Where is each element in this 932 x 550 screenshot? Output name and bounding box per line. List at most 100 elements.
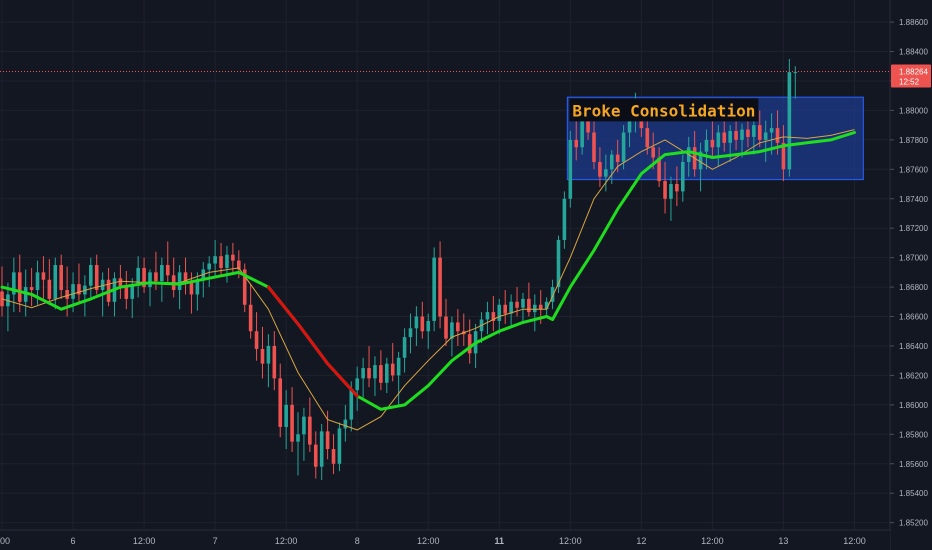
candle — [361, 357, 365, 398]
price-tick-label: 1.87000 — [899, 254, 928, 263]
candle-body — [592, 132, 596, 162]
candle-body — [414, 316, 419, 329]
candle-body — [722, 132, 727, 143]
candle-body — [609, 154, 614, 170]
price-axis-background — [890, 0, 932, 550]
candle — [195, 272, 200, 311]
candle-body — [94, 265, 99, 291]
candle — [124, 270, 129, 310]
candle — [781, 125, 786, 182]
candle-body — [337, 428, 342, 464]
candle-body — [438, 257, 442, 317]
candle-body — [165, 265, 170, 276]
price-tick-label: 1.85800 — [899, 430, 928, 439]
candle-body — [752, 125, 756, 137]
candle — [491, 295, 496, 332]
candle — [450, 316, 454, 357]
candle — [467, 319, 472, 364]
annotation-background — [569, 98, 759, 122]
candle-body — [278, 378, 283, 427]
candle-body — [254, 331, 259, 349]
candle-body — [154, 272, 158, 282]
candle — [704, 129, 709, 170]
last-price-countdown: 12:52 — [899, 78, 920, 87]
candle — [414, 306, 419, 346]
candle-body — [35, 272, 40, 291]
candle — [231, 242, 235, 273]
candle — [77, 263, 81, 302]
candle — [432, 247, 436, 332]
candle-body — [47, 279, 52, 299]
candle-body — [604, 169, 608, 177]
candle-body — [598, 161, 602, 177]
candle — [521, 292, 525, 324]
candle — [752, 117, 756, 155]
candle-body — [586, 117, 590, 133]
candle — [408, 313, 413, 354]
price-axis[interactable]: 1.886001.884001.882001.880001.878001.876… — [889, 0, 932, 550]
candle — [426, 313, 431, 349]
candle-body — [349, 390, 354, 420]
time-tick-label: 12:00 — [275, 536, 298, 546]
price-tick-label: 1.86400 — [899, 342, 928, 351]
candle — [41, 256, 46, 299]
candle-body — [746, 129, 750, 137]
candle-body — [100, 279, 105, 291]
candle-body — [485, 312, 490, 320]
candle — [331, 434, 336, 475]
candle-body — [248, 304, 253, 332]
candle-body — [325, 431, 330, 450]
candle — [290, 387, 294, 452]
time-axis[interactable]: 00 6 12:00 7 12:00 8 12:00 11 12:00 12 12:00 13 12:0… — [0, 529, 890, 550]
candle-body — [509, 301, 513, 314]
candle-body — [59, 265, 63, 291]
candle — [355, 366, 359, 411]
candle — [272, 331, 277, 391]
candle-body — [343, 419, 348, 429]
candle-body — [29, 287, 34, 291]
candle-body — [538, 304, 543, 310]
time-tick-label: 6 — [71, 536, 76, 546]
candle — [568, 131, 573, 208]
price-tick-label: 1.88400 — [899, 48, 928, 57]
candle — [266, 334, 271, 388]
annotation[interactable]: Broke Consolidation — [569, 98, 759, 122]
candle-body — [308, 416, 312, 445]
price-tick-label: 1.86000 — [899, 401, 928, 410]
candle-body — [148, 272, 152, 288]
candle — [142, 257, 146, 293]
candle — [189, 272, 194, 314]
candle-body — [568, 139, 573, 199]
candle — [118, 265, 123, 299]
candle-body — [574, 139, 579, 148]
candle — [609, 150, 614, 185]
time-tick-label: 12:00 — [701, 536, 724, 546]
candle — [533, 294, 537, 332]
candle — [438, 241, 442, 329]
candle — [47, 259, 52, 305]
candle-body — [41, 272, 46, 280]
candle-body — [550, 287, 555, 302]
candle-body — [781, 142, 786, 170]
price-tick-label: 1.87600 — [899, 165, 928, 174]
candle — [367, 345, 371, 388]
candle-body — [450, 322, 454, 339]
candle-body — [580, 117, 584, 148]
candle-body — [669, 184, 673, 199]
candle-body — [160, 265, 164, 282]
candle-body — [740, 129, 744, 140]
candle-body — [266, 345, 271, 364]
candle — [385, 357, 389, 394]
candle-body — [769, 128, 774, 133]
candle-body — [716, 132, 721, 148]
candle — [527, 282, 531, 317]
candle — [503, 290, 507, 324]
price-tick-label: 1.87400 — [899, 195, 928, 204]
candle-body — [621, 132, 626, 162]
price-tick-label: 1.88600 — [899, 18, 928, 27]
candle-body — [242, 269, 247, 305]
candle-body — [698, 151, 703, 170]
candle-body — [118, 278, 123, 288]
candle-body — [763, 132, 768, 140]
